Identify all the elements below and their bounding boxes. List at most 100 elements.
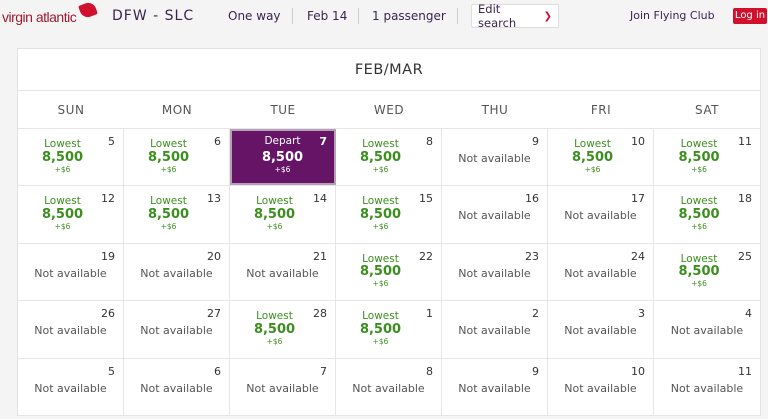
fare: Lowest 8,500 +$6	[320, 311, 441, 345]
day-number: 18	[738, 192, 752, 206]
fare: Lowest 8,500 +$6	[638, 254, 760, 288]
fare-fee: +$6	[691, 221, 707, 231]
weekday-header: SUN MON TUE WED THU FRI SAT	[18, 91, 760, 129]
day-number: 8	[426, 135, 433, 148]
date-cell[interactable]: 21 Not available	[230, 243, 336, 301]
date-cell[interactable]: 10 Lowest 8,500 +$6	[548, 129, 654, 186]
date-cell[interactable]: 15 Lowest 8,500 +$6	[336, 186, 442, 243]
fare-fee: +$6	[691, 164, 707, 174]
date-cell[interactable]: 25 Lowest 8,500 +$6	[654, 244, 760, 300]
date-cell[interactable]: 3 Not available	[548, 301, 654, 358]
day-number: 26	[101, 307, 115, 321]
date-cell[interactable]: 9 Not available	[442, 358, 548, 415]
date-cell[interactable]: 26 Not available	[18, 301, 124, 358]
calendar-week: 19 Not available 20 Not available 21 Not avai…	[18, 243, 760, 302]
date-cell[interactable]: 11 Not available	[654, 359, 760, 415]
fare-fee: +$6	[160, 221, 177, 231]
fare-fee: +$6	[274, 164, 291, 174]
day-number: 16	[525, 192, 539, 206]
day-number: 12	[101, 192, 115, 206]
fare: Lowest 8,500 +$6	[108, 196, 229, 230]
not-available: Not available	[564, 266, 637, 280]
fare-points: 8,500	[571, 149, 614, 165]
fare: Lowest 8,500 +$6	[638, 139, 760, 173]
date-cell[interactable]: 28 Lowest 8,500 +$6	[230, 301, 336, 358]
date-cell[interactable]: 6 Lowest 8,500 +$6	[124, 129, 230, 186]
join-flying-club-link[interactable]: Join Flying Club	[630, 9, 715, 22]
selected-date-cell[interactable]: 7 Depart 8,500 +$6	[230, 129, 336, 186]
date-cell[interactable]: 9 Not available	[442, 129, 548, 186]
date-cell[interactable]: 7 Not available	[230, 358, 336, 415]
day-number: 25	[738, 249, 752, 263]
not-available: Not available	[458, 266, 531, 280]
fare-label: Lowest	[256, 310, 293, 323]
date-cell[interactable]: 5 Not available	[18, 358, 124, 415]
fare: Lowest 8,500 +$6	[2, 196, 123, 230]
day-number: 27	[207, 307, 221, 321]
day-number: 7	[319, 135, 327, 148]
date-cell[interactable]: 6 Not available	[124, 358, 230, 415]
day-number: 2	[532, 307, 539, 321]
date-cell[interactable]: 1 Lowest 8,500 +$6	[336, 301, 442, 358]
date-cell[interactable]: 14 Lowest 8,500 +$6	[230, 186, 336, 243]
fare: Lowest 8,500 +$6	[320, 254, 441, 288]
date-cell[interactable]: 22 Lowest 8,500 +$6	[336, 243, 442, 301]
date-cell[interactable]: 24 Not available	[548, 243, 654, 301]
day-number: 5	[108, 364, 115, 378]
fare: Lowest 8,500 +$6	[214, 311, 335, 345]
fare-fee: +$6	[54, 164, 71, 174]
fare-points: 8,500	[41, 206, 84, 222]
fare-label: Lowest	[362, 310, 399, 323]
fare-points: 8,500	[678, 149, 720, 165]
date-cell[interactable]: 5 Lowest 8,500 +$6	[18, 129, 124, 186]
fare-points: 8,500	[253, 321, 296, 337]
fare-fee: +$6	[372, 336, 389, 346]
day-number: 17	[631, 192, 645, 206]
date-cell[interactable]: 12 Lowest 8,500 +$6	[18, 186, 124, 243]
date-cell[interactable]: 19 Not available	[18, 243, 124, 301]
login-button[interactable]: Log in	[733, 8, 767, 24]
not-available: Not available	[140, 381, 213, 395]
day-number: 8	[426, 364, 433, 378]
date-cell[interactable]: 17 Not available	[548, 186, 654, 243]
calendar-week: 5 Not available 6 Not available 7 Not availab…	[18, 358, 760, 416]
date-cell[interactable]: 10 Not available	[548, 358, 654, 415]
day-number: 10	[631, 135, 645, 148]
logo[interactable]: virgin atlantic	[2, 9, 77, 25]
day-number: 14	[313, 192, 327, 206]
not-available: Not available	[34, 266, 107, 280]
trip-type: One way	[228, 9, 281, 23]
fare-label: Lowest	[150, 138, 187, 150]
weekday-label: THU	[481, 103, 509, 117]
day-number: 20	[207, 249, 221, 263]
fare-fee: +$6	[372, 221, 389, 231]
edit-search-button[interactable]: Edit search ❯	[471, 2, 559, 30]
fare-points: 8,500	[359, 321, 402, 337]
fare-fee: +$6	[160, 164, 177, 174]
fare-points: 8,500	[359, 264, 402, 280]
fare-label: Lowest	[256, 195, 293, 208]
fare: Lowest 8,500 +$6	[2, 139, 123, 173]
divider	[457, 8, 458, 24]
date-cell[interactable]: 4 Not available	[654, 301, 760, 357]
date-cell[interactable]: 20 Not available	[124, 243, 230, 301]
date-cell[interactable]: 16 Not available	[442, 186, 548, 243]
date-cell[interactable]: 2 Not available	[442, 301, 548, 358]
date-cell[interactable]: 13 Lowest 8,500 +$6	[124, 186, 230, 243]
not-available: Not available	[564, 324, 637, 338]
not-available: Not available	[670, 324, 744, 338]
date-cell[interactable]: 8 Lowest 8,500 +$6	[336, 129, 442, 186]
date-cell[interactable]: 18 Lowest 8,500 +$6	[654, 186, 760, 242]
date-cell[interactable]: 8 Not available	[336, 358, 442, 415]
day-number: 10	[631, 364, 645, 378]
date-cell[interactable]: 11 Lowest 8,500 +$6	[654, 129, 760, 185]
calendar-week: 26 Not available 27 Not available 28 Lowest 8,…	[18, 301, 760, 359]
date-cell[interactable]: 27 Not available	[124, 301, 230, 358]
fare-fee: +$6	[54, 221, 71, 231]
date-cell[interactable]: 23 Not available	[442, 243, 548, 301]
day-number: 6	[214, 135, 221, 148]
month-title: FEB/MAR	[18, 49, 760, 91]
not-available: Not available	[670, 381, 744, 395]
fare-points: 8,500	[678, 206, 720, 222]
fare: Lowest 8,500 +$6	[638, 196, 760, 230]
